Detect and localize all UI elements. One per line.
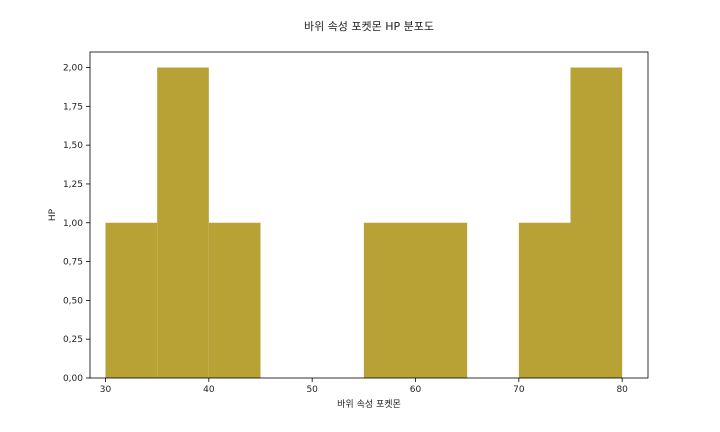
- y-tick-label: 1,75: [63, 102, 83, 112]
- plot-frame: [89, 51, 649, 379]
- x-tick-label: 80: [616, 385, 628, 395]
- chart-title: 바위 속성 포켓몬 HP 분포도: [304, 20, 434, 33]
- x-tick-label: 30: [100, 385, 112, 395]
- y-tick-label: 1,00: [63, 219, 83, 229]
- y-tick-label: 1,50: [63, 141, 83, 151]
- y-tick-label: 0,25: [63, 335, 83, 345]
- y-tick-label: 2,00: [63, 64, 83, 74]
- histogram-bar-75-80: [570, 67, 623, 379]
- histogram-bar-40-45: [208, 222, 261, 378]
- x-axis-label: 바위 속성 포켓몬: [337, 399, 401, 410]
- histogram-bar-70-75: [518, 222, 571, 378]
- y-axis: 0,00 0,25 0,50 0,75 1,00 1,25 1,50 1,75 2,00: [63, 64, 90, 384]
- x-axis: 30 40 50 60 70 80: [100, 378, 628, 395]
- bars-group: [105, 67, 623, 379]
- y-tick-label: 0,75: [63, 258, 83, 268]
- x-tick-label: 40: [203, 385, 215, 395]
- y-axis-label: HP: [48, 208, 58, 221]
- histogram-bar-55-60: [363, 222, 416, 378]
- x-tick-label: 60: [410, 385, 422, 395]
- x-tick-label: 50: [306, 385, 318, 395]
- histogram-bar-30-35: [105, 222, 158, 378]
- x-tick-label: 70: [513, 385, 525, 395]
- histogram-bar-35-40: [157, 67, 209, 379]
- y-tick-label: 0,00: [63, 374, 83, 384]
- y-tick-label: 0,50: [63, 296, 83, 306]
- histogram-bar-60-65: [415, 222, 468, 378]
- y-tick-label: 1,25: [63, 180, 83, 190]
